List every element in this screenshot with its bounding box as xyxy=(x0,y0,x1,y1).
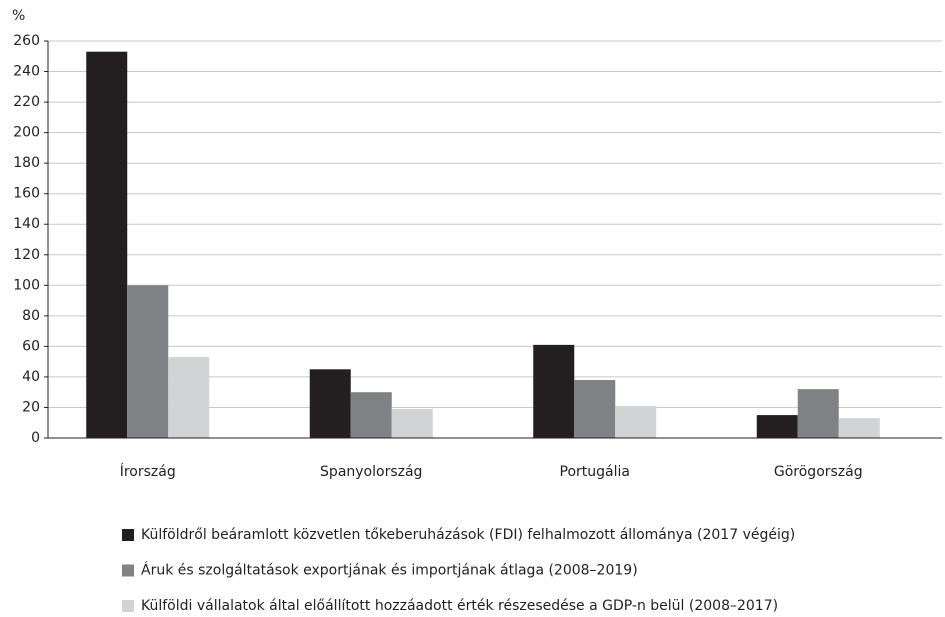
bar xyxy=(574,379,616,438)
bar xyxy=(168,357,210,438)
y-tick-label: 200 xyxy=(13,125,40,141)
bar xyxy=(797,389,839,438)
x-tick-label: Portugália xyxy=(560,464,630,480)
y-tick-label: 0 xyxy=(31,430,40,446)
y-tick-label: 80 xyxy=(22,308,40,324)
x-tick-label: Görögország xyxy=(774,464,863,480)
bar xyxy=(350,392,392,438)
bar xyxy=(533,344,575,438)
y-tick-label: 180 xyxy=(13,155,40,171)
x-tick-label: Spanyolország xyxy=(320,464,422,480)
y-tick-label: 140 xyxy=(13,216,40,232)
bar xyxy=(309,369,351,438)
legend-swatch xyxy=(122,529,134,541)
y-tick-label: 60 xyxy=(22,338,40,354)
bar xyxy=(391,408,433,438)
bar xyxy=(615,405,657,438)
y-tick-label: 160 xyxy=(13,186,40,202)
bar xyxy=(756,415,798,438)
y-tick-label: 260 xyxy=(13,33,40,49)
legend-label: Áruk és szolgáltatások exportjának és im… xyxy=(141,562,638,579)
x-tick-label: Írország xyxy=(120,463,176,480)
legend-label: Külföldről beáramlott közvetlen tőkeberu… xyxy=(141,527,795,543)
y-tick-label: 20 xyxy=(22,399,40,415)
y-tick-label: 40 xyxy=(22,369,40,385)
legend-label: Külföldi vállalatok által előállított ho… xyxy=(141,598,778,614)
bar xyxy=(86,51,128,438)
y-tick-label: 120 xyxy=(13,247,40,263)
bar xyxy=(127,285,169,438)
y-axis-label: % xyxy=(12,8,25,24)
legend-swatch xyxy=(122,600,134,612)
bar xyxy=(838,418,880,438)
y-tick-label: 100 xyxy=(13,277,40,293)
legend-swatch xyxy=(122,564,134,577)
y-tick-label: 240 xyxy=(13,64,40,80)
y-tick-label: 220 xyxy=(13,94,40,110)
